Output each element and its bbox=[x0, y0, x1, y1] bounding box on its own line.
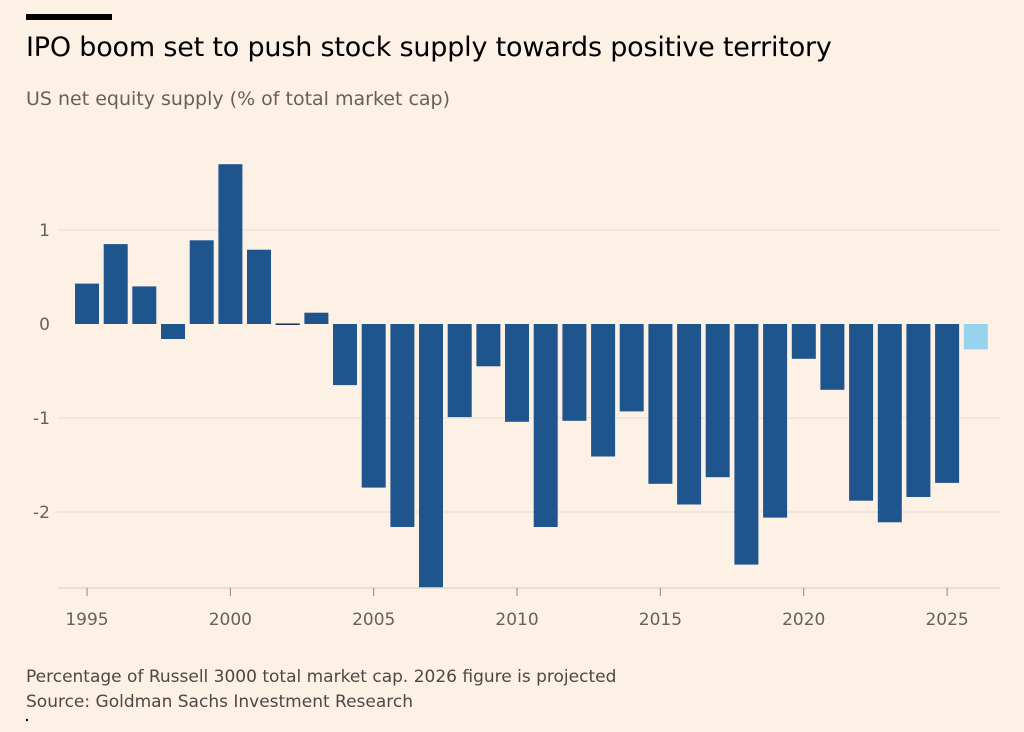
bar-1998 bbox=[161, 324, 185, 339]
bar-2020 bbox=[791, 324, 816, 359]
x-tick-label: 2015 bbox=[639, 610, 682, 630]
y-tick-label: 1 bbox=[39, 221, 50, 241]
y-tick-label: -2 bbox=[33, 503, 50, 523]
chart-title: IPO boom set to push stock supply toward… bbox=[26, 32, 832, 63]
footnote-note: Percentage of Russell 3000 total market … bbox=[26, 667, 617, 687]
bar-2008 bbox=[447, 324, 472, 418]
bar-2013 bbox=[591, 324, 616, 457]
x-tick-label: 2020 bbox=[782, 610, 825, 630]
y-axis-labels: 1 0 -1 -2 bbox=[33, 221, 50, 523]
chart-subtitle: US net equity supply (% of total market … bbox=[26, 88, 451, 110]
x-tick-label: 1995 bbox=[65, 610, 108, 630]
footnote-source: Source: Goldman Sachs Investment Researc… bbox=[26, 692, 414, 712]
bar-2015 bbox=[648, 324, 673, 484]
x-tick-label: 2010 bbox=[495, 610, 538, 630]
bar-2012 bbox=[562, 324, 587, 421]
bar-2003 bbox=[304, 312, 329, 324]
bar-2019 bbox=[763, 324, 788, 518]
y-tick-label: -1 bbox=[33, 409, 50, 429]
bar-2025 bbox=[935, 324, 960, 483]
x-tick-label: 2000 bbox=[209, 610, 252, 630]
bar-2021 bbox=[820, 324, 845, 390]
bar-2005 bbox=[361, 324, 386, 488]
bar-1997 bbox=[132, 286, 157, 324]
bar-2001 bbox=[247, 249, 271, 324]
x-tick-label: 2005 bbox=[352, 610, 395, 630]
bar-2010 bbox=[505, 324, 529, 422]
bar-2006 bbox=[390, 324, 415, 527]
bar-2022 bbox=[849, 324, 874, 501]
y-tick-label: 0 bbox=[39, 315, 50, 335]
x-tick-label: 2025 bbox=[925, 610, 968, 630]
bar-2014 bbox=[619, 324, 644, 412]
bar-2024 bbox=[906, 324, 931, 497]
x-axis: 1995 2000 2005 2010 2015 2020 2025 bbox=[58, 587, 1000, 630]
bar-2004 bbox=[333, 324, 357, 386]
bar-2000 bbox=[218, 164, 243, 324]
bar-2009 bbox=[476, 324, 501, 367]
bars bbox=[75, 164, 988, 588]
footer-dot bbox=[26, 719, 28, 721]
bar-2016 bbox=[677, 324, 702, 505]
bar-2026 bbox=[963, 324, 988, 350]
bar-2018 bbox=[734, 324, 759, 565]
bar-2007 bbox=[419, 324, 443, 588]
bar-1995 bbox=[75, 283, 99, 324]
bar-2017 bbox=[705, 324, 730, 478]
bar-2011 bbox=[533, 324, 558, 527]
top-rule bbox=[26, 14, 112, 20]
bar-1996 bbox=[103, 244, 128, 324]
bar-2023 bbox=[877, 324, 902, 523]
bar-1999 bbox=[189, 240, 214, 324]
